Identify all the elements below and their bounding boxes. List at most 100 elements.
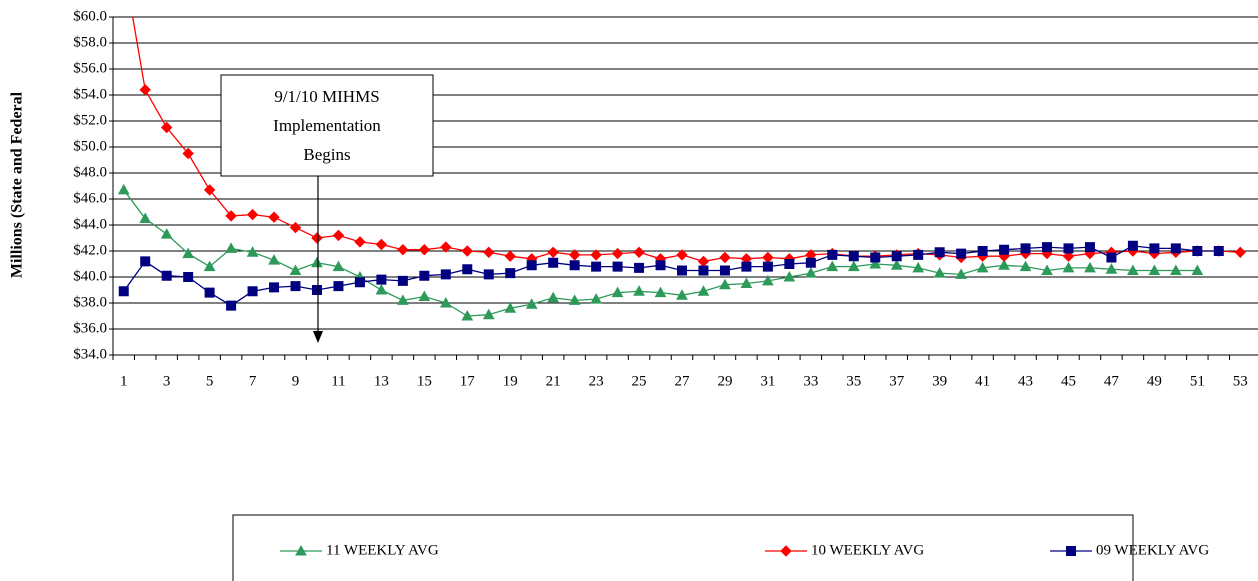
marker: [418, 243, 431, 256]
marker: [462, 264, 473, 275]
marker: [483, 269, 494, 280]
x-tick-label: 41: [975, 373, 990, 389]
marker: [1170, 243, 1181, 254]
marker: [762, 261, 773, 272]
x-tick-label: 35: [846, 373, 861, 389]
marker: [697, 285, 710, 296]
x-tick-label: 33: [803, 373, 818, 389]
marker: [203, 184, 216, 196]
marker: [568, 249, 581, 261]
marker: [719, 265, 730, 276]
marker: [1127, 240, 1138, 251]
legend-label: 09 WEEKLY AVG: [1096, 542, 1209, 558]
x-tick-label: 29: [717, 373, 732, 389]
marker: [247, 286, 258, 297]
x-tick-label: 15: [417, 373, 432, 389]
marker: [461, 245, 473, 257]
marker: [482, 308, 495, 320]
x-tick-label: 25: [632, 373, 647, 389]
y-tick-label: $56.0: [73, 60, 107, 76]
marker: [140, 256, 151, 267]
marker: [525, 298, 538, 309]
marker: [611, 247, 624, 260]
marker: [1084, 242, 1095, 253]
y-tick-label: $34.0: [73, 346, 107, 362]
x-tick-label: 43: [1018, 373, 1033, 389]
marker: [246, 246, 259, 257]
y-tick-label: $44.0: [73, 216, 107, 232]
marker: [182, 247, 195, 259]
marker: [204, 287, 215, 298]
marker: [590, 249, 602, 261]
marker: [591, 261, 602, 272]
marker: [1234, 246, 1246, 259]
y-tick-label: $40.0: [73, 268, 107, 284]
marker: [139, 212, 152, 223]
marker: [418, 290, 431, 301]
marker: [890, 259, 903, 270]
marker: [913, 249, 924, 260]
marker: [547, 291, 560, 303]
marker: [740, 277, 753, 288]
marker: [1062, 261, 1075, 273]
marker: [397, 294, 409, 305]
marker: [397, 243, 409, 256]
marker: [1063, 243, 1074, 254]
marker: [934, 247, 945, 258]
marker: [870, 252, 881, 263]
marker: [891, 251, 902, 262]
marker: [590, 293, 602, 304]
marker: [440, 269, 451, 280]
marker: [504, 302, 517, 313]
marker: [1062, 250, 1075, 262]
x-tick-label: 13: [374, 373, 389, 389]
marker: [397, 275, 408, 286]
y-tick-label: $46.0: [73, 190, 107, 206]
marker: [1020, 243, 1031, 254]
x-tick-label: 17: [460, 373, 476, 389]
marker: [440, 241, 452, 253]
marker: [826, 260, 839, 272]
annotation-line: Implementation: [273, 116, 381, 135]
marker: [1019, 260, 1032, 272]
marker: [182, 147, 194, 160]
marker: [977, 246, 988, 256]
marker: [1066, 546, 1076, 556]
marker: [160, 228, 173, 239]
marker: [289, 221, 302, 234]
marker: [976, 261, 989, 273]
marker: [633, 246, 645, 259]
marker: [1148, 264, 1161, 275]
marker: [783, 270, 796, 282]
marker: [290, 281, 301, 292]
marker: [160, 121, 173, 134]
marker: [827, 249, 838, 260]
marker: [483, 246, 495, 259]
x-tick-label: 37: [889, 373, 905, 389]
marker: [354, 277, 365, 288]
x-tick-label: 31: [760, 373, 775, 389]
y-tick-label: $52.0: [73, 112, 107, 128]
marker: [676, 289, 688, 300]
marker: [419, 270, 430, 281]
marker: [117, 183, 130, 195]
marker: [332, 229, 345, 242]
marker: [268, 211, 280, 223]
marker: [439, 296, 452, 308]
marker: [933, 267, 946, 278]
marker: [1041, 264, 1053, 275]
marker: [762, 274, 774, 286]
x-tick-label: 27: [675, 373, 691, 389]
marker: [998, 259, 1010, 270]
x-tick-label: 11: [331, 373, 345, 389]
marker: [333, 281, 344, 292]
marker: [1106, 252, 1117, 263]
marker: [805, 257, 816, 268]
x-tick-label: 47: [1104, 373, 1120, 389]
legend-label: 10 WEEKLY AVG: [811, 542, 924, 558]
marker: [1127, 264, 1139, 275]
marker: [461, 309, 474, 321]
marker: [139, 84, 151, 96]
marker: [654, 286, 667, 298]
